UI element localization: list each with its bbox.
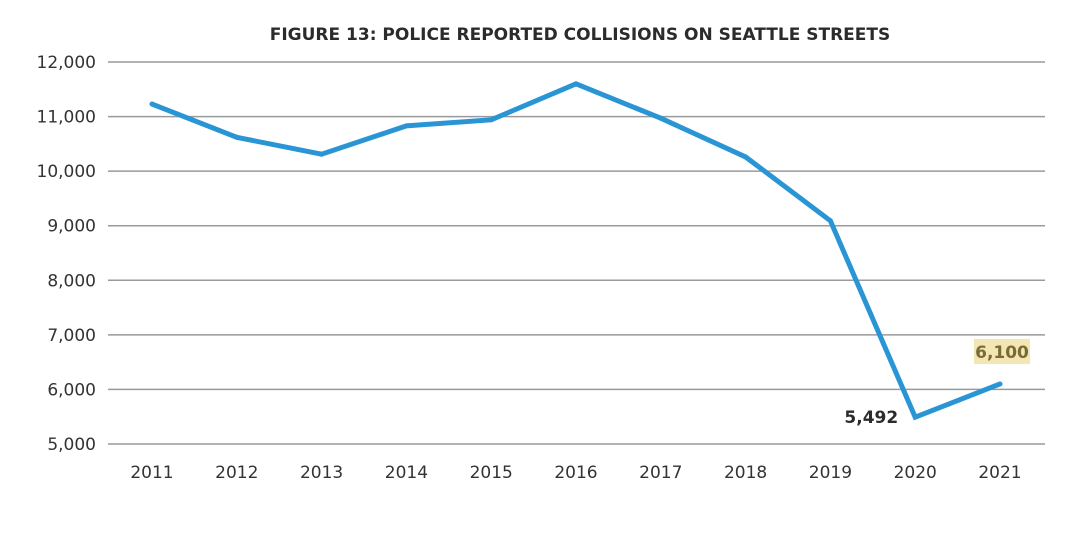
y-tick-label: 9,000 [47, 217, 96, 237]
y-tick-label: 8,000 [47, 271, 96, 291]
data-point [997, 381, 1003, 387]
y-tick-label: 5,000 [47, 435, 96, 455]
data-point [234, 134, 240, 140]
y-tick-label: 7,000 [47, 326, 96, 346]
chart-title: FIGURE 13: POLICE REPORTED COLLISIONS ON… [270, 25, 891, 45]
series-line [151, 81, 1001, 421]
data-label: 6,100 [975, 343, 1029, 363]
data-point [488, 117, 494, 123]
data-label: 5,492 [844, 408, 898, 428]
x-tick-label: 2017 [639, 463, 682, 483]
x-tick-label: 2013 [300, 463, 343, 483]
data-point [827, 218, 833, 224]
y-tick-label: 6,000 [47, 380, 96, 400]
data-point [573, 81, 579, 87]
x-tick-label: 2014 [385, 463, 428, 483]
y-tick-label: 11,000 [37, 108, 96, 128]
y-tick-label: 12,000 [37, 53, 96, 73]
data-point [149, 101, 155, 107]
x-tick-label: 2011 [130, 463, 173, 483]
x-tick-label: 2020 [894, 463, 937, 483]
label-highlight [974, 338, 1030, 364]
x-tick-label: 2019 [809, 463, 852, 483]
x-tick-label: 2016 [554, 463, 597, 483]
data-point [743, 154, 749, 160]
data-point [319, 151, 325, 157]
x-tick-label: 2012 [215, 463, 258, 483]
data-point [658, 115, 664, 121]
y-tick-label: 10,000 [37, 162, 96, 182]
x-tick-label: 2015 [470, 463, 513, 483]
data-point [912, 414, 918, 420]
x-tick-label: 2021 [978, 463, 1021, 483]
data-point [403, 123, 409, 129]
x-tick-label: 2018 [724, 463, 767, 483]
